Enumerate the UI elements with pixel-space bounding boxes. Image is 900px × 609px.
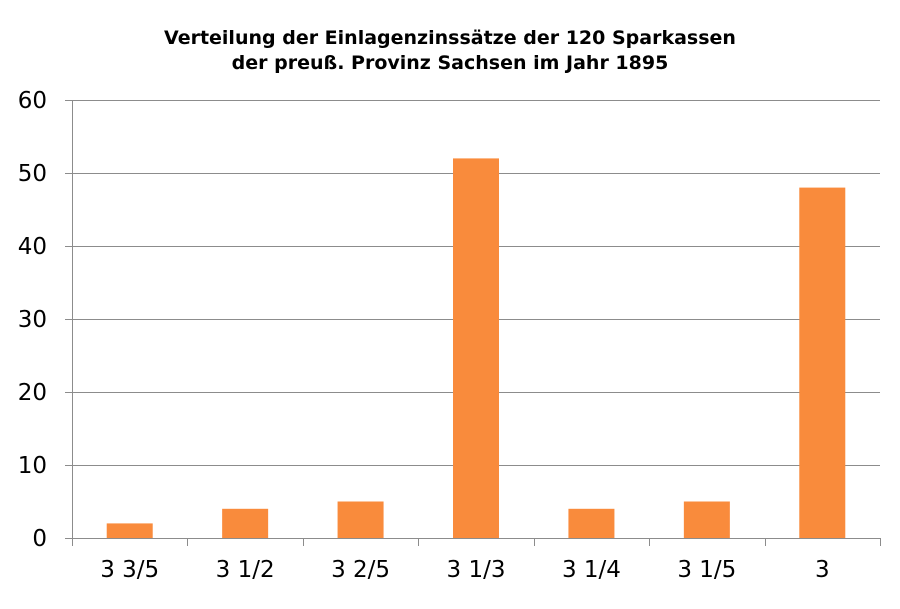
x-tick-label: 3 — [815, 557, 830, 583]
bar-3 — [337, 501, 384, 538]
bar-4 — [453, 158, 499, 538]
y-tick-label: 60 — [18, 88, 47, 114]
bar-5 — [568, 508, 615, 538]
bar-1 — [106, 523, 153, 538]
bar-2 — [222, 508, 269, 538]
x-tick-label: 3 1/3 — [447, 557, 506, 583]
chart-title-line-1: Verteilung der Einlagenzinssätze der 120… — [164, 27, 736, 49]
y-tick-label: 50 — [18, 161, 47, 187]
y-tick-label: 30 — [18, 307, 47, 333]
bars — [106, 158, 846, 538]
y-tick-label: 20 — [18, 380, 47, 406]
bar-7 — [799, 187, 846, 538]
x-tick-label: 3 1/5 — [677, 557, 736, 583]
y-tick-label: 10 — [18, 453, 47, 479]
chart-title: Verteilung der Einlagenzinssätze der 120… — [0, 26, 900, 76]
chart-title-line-2: der preuß. Provinz Sachsen im Jahr 1895 — [231, 52, 669, 74]
x-tick-label: 3 1/2 — [216, 557, 275, 583]
x-tick-label: 3 3/5 — [100, 557, 159, 583]
bar-6 — [683, 501, 730, 538]
tick-labels: 0 10 20 30 40 50 60 3 3/5 3 1/2 3 2/5 3 1/3 3 1/4 3 … — [18, 88, 830, 583]
y-tick-label: 0 — [32, 526, 47, 552]
axes — [65, 100, 881, 546]
x-tick-label: 3 1/4 — [562, 557, 621, 583]
x-tick-label: 3 2/5 — [331, 557, 390, 583]
y-tick-label: 40 — [18, 234, 47, 260]
